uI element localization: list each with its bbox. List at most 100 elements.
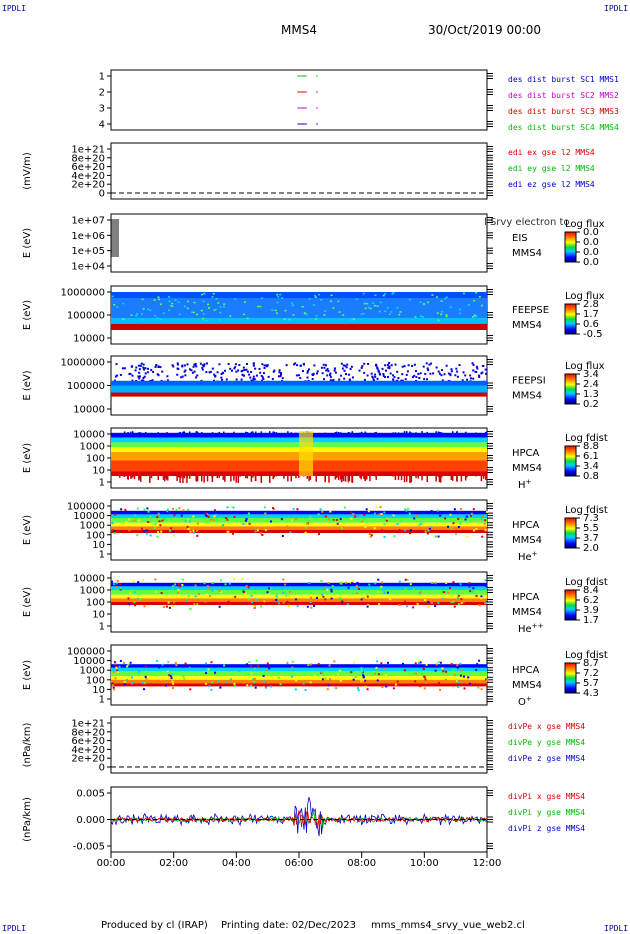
- spectrum-band: [111, 526, 487, 530]
- spectrum-pixel: [458, 364, 461, 367]
- spectrum-pixel: [254, 367, 257, 370]
- spectrum-pixel: [181, 375, 184, 378]
- spectrum-pixel: [367, 306, 370, 309]
- spectrum-pixel: [387, 366, 390, 369]
- spectrum-pixel: [459, 312, 462, 315]
- spectrum-pixel: [450, 601, 453, 604]
- spectrum-pixel: [123, 431, 126, 435]
- spectrum-pixel: [426, 431, 428, 435]
- spectrum-pixel: [243, 301, 246, 303]
- spectrum-pixel: [480, 597, 483, 600]
- spectrum-pixel: [396, 596, 399, 599]
- spectrum-pixel: [360, 680, 363, 683]
- y-tick-label: 0.000: [76, 815, 105, 826]
- spectrum-pixel: [200, 432, 203, 436]
- spectrum-pixel: [122, 318, 125, 320]
- y-axis-label: (nPa/km): [22, 723, 33, 768]
- spectrum-pixel: [430, 510, 433, 513]
- spectrum-pixel: [295, 476, 297, 479]
- spectrum-pixel: [437, 476, 440, 477]
- spectrum-pixel: [177, 476, 179, 477]
- spectrum-pixel: [222, 306, 225, 308]
- spectrum-pixel: [438, 372, 441, 375]
- spectrum-pixel: [467, 676, 470, 679]
- spectrum-pixel: [417, 476, 419, 479]
- spectrum-pixel: [217, 302, 220, 304]
- spectrum-pixel: [361, 365, 364, 368]
- spectrum-pixel: [471, 362, 474, 365]
- spectrum-pixel: [387, 376, 390, 379]
- spectrum-pixel: [172, 534, 175, 537]
- spectrum-pixel: [304, 312, 307, 315]
- colorbar-tick-label: 5.7: [583, 678, 599, 689]
- spectrum-pixel: [180, 432, 182, 436]
- spectrum-pixel: [166, 433, 169, 437]
- spectrum-pixel: [170, 677, 173, 680]
- spectrum-pixel: [221, 371, 224, 374]
- spectrum-pixel: [224, 476, 226, 482]
- spectrum-pixel: [139, 364, 142, 367]
- spectrum-pixel: [392, 378, 395, 381]
- colorbar-tick-label: 3.9: [583, 605, 599, 616]
- spectrum-pixel: [210, 688, 213, 691]
- spectrum-pixel: [188, 476, 191, 479]
- spectrum-pixel: [436, 509, 439, 512]
- spectrum-pixel: [326, 374, 329, 377]
- spectrum-pixel: [304, 526, 307, 529]
- spectrum-pixel: [472, 508, 475, 511]
- spectrum-pixel: [149, 534, 152, 537]
- spectrum-pixel: [431, 581, 434, 584]
- spectrum-pixel: [233, 476, 235, 481]
- spectrum-pixel: [370, 372, 373, 375]
- spacecraft-label: MMS4: [512, 535, 542, 546]
- spectrum-pixel: [330, 294, 333, 297]
- spectrum-pixel: [464, 476, 467, 481]
- spectrum-pixel: [409, 532, 412, 535]
- spectrum-pixel: [469, 377, 472, 380]
- spectrum-pixel: [299, 377, 302, 380]
- spectrum-pixel: [295, 374, 298, 377]
- spectrum-pixel: [159, 366, 162, 369]
- spectrum-pixel: [130, 476, 132, 479]
- spectrum-pixel: [157, 531, 160, 534]
- spectrum-pixel: [239, 433, 241, 437]
- spectrum-pixel: [437, 535, 440, 538]
- spectrum-pixel: [281, 297, 284, 299]
- spectrum-pixel: [226, 506, 229, 509]
- spectrum-pixel: [246, 317, 249, 320]
- spectrum-pixel: [127, 518, 130, 521]
- spectrum-pixel: [326, 588, 329, 591]
- spectrum-pixel: [405, 509, 408, 512]
- spectrum-pixel: [233, 515, 236, 518]
- spectrum-pixel: [196, 476, 198, 482]
- colorbar-tick-label: 3.4: [583, 369, 599, 380]
- spectrum-pixel: [317, 293, 320, 296]
- spectrum-pixel: [360, 476, 362, 480]
- spectrum-pixel: [276, 293, 279, 296]
- spectrum-pixel: [253, 677, 256, 680]
- spectrum-pixel: [255, 598, 258, 601]
- spectrum-band: [111, 594, 487, 599]
- spectrum-pixel: [466, 535, 469, 538]
- spectrum-pixel: [188, 520, 191, 523]
- spectrum-pixel: [422, 667, 425, 670]
- spectrum-pixel: [459, 522, 462, 525]
- colorbar-tick-label: 0.8: [583, 471, 599, 482]
- spectrum-pixel: [472, 529, 475, 532]
- spectrum-pixel: [441, 379, 444, 382]
- spectrum-pixel: [168, 300, 171, 303]
- spectrum-pixel: [128, 673, 131, 676]
- x-tick-label: 06:00: [285, 858, 314, 869]
- spectrum-pixel: [328, 664, 331, 667]
- spectrum-pixel: [181, 583, 184, 586]
- spectrum-pixel: [196, 603, 199, 606]
- spectrum-pixel: [206, 513, 209, 516]
- spectrum-pixel: [211, 476, 213, 478]
- spectrum-pixel: [326, 688, 329, 691]
- spectrum-pixel: [417, 659, 420, 662]
- spectrum-pixel: [325, 369, 328, 372]
- y-tick-label: 4: [99, 120, 105, 131]
- spectrum-pixel: [198, 592, 201, 595]
- spectrum-pixel: [400, 433, 403, 437]
- spectrum-pixel: [122, 302, 125, 305]
